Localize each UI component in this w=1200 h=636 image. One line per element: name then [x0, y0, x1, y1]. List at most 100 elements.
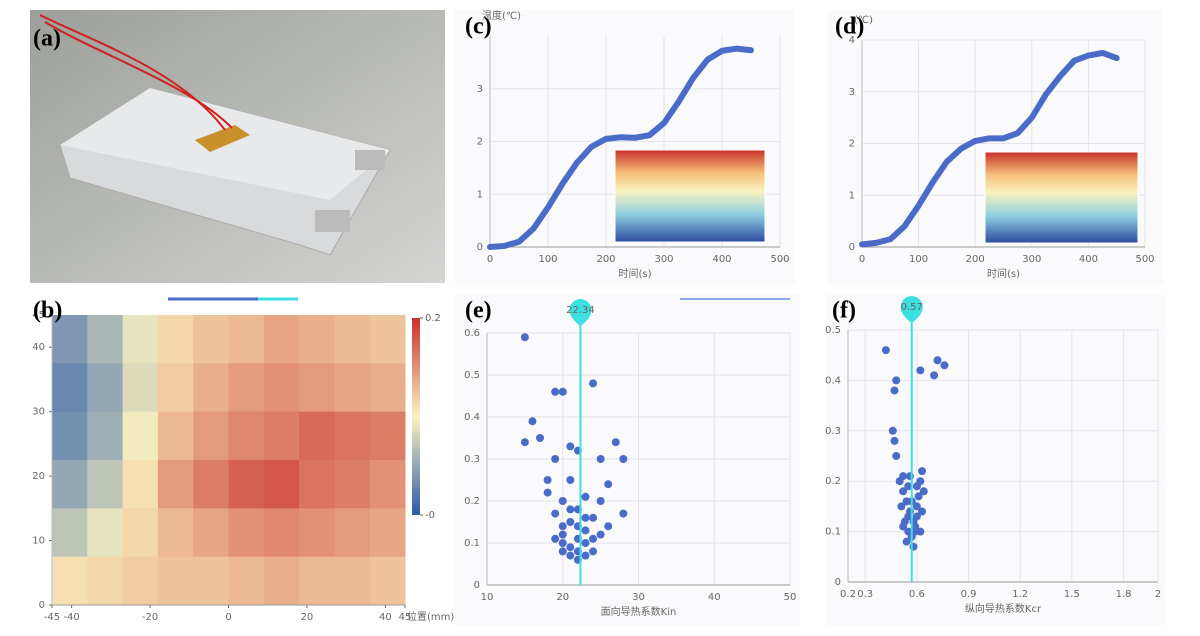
heatmap-cell	[87, 556, 124, 606]
x-tick-label: 30	[632, 592, 645, 603]
data-point	[902, 537, 911, 546]
heatmap-cell	[228, 460, 265, 509]
data-point	[619, 455, 628, 463]
y-tick-label: 0	[39, 600, 45, 611]
x-tick-label: 300	[654, 254, 673, 265]
heatmap-cell	[228, 556, 265, 606]
data-point	[890, 436, 899, 445]
data-point	[912, 502, 921, 511]
heatmap-cell	[369, 556, 406, 606]
x-tick-label: 20	[556, 592, 569, 603]
data-point	[528, 417, 537, 426]
heatmap-cell	[228, 363, 265, 413]
y-tick-label: 1	[477, 189, 483, 200]
heatmap-cell	[299, 508, 335, 558]
y-tick-label: 40	[32, 342, 45, 353]
data-point	[899, 487, 908, 496]
x-tick-label: 400	[712, 254, 731, 265]
heatmap-cell	[52, 460, 88, 509]
inset-heatmap	[984, 151, 1139, 244]
data-point	[596, 530, 605, 539]
y-tick-label: 0	[477, 242, 483, 253]
sensor	[195, 125, 250, 152]
data-point	[589, 534, 598, 543]
panel-label: (d)	[835, 14, 864, 40]
x-tick-label: 200	[966, 254, 985, 265]
heatmap-cell	[52, 315, 88, 364]
heatmap-cell	[228, 315, 265, 364]
data-point	[611, 438, 620, 447]
heatmap-cell	[299, 411, 335, 461]
x-tick-label: 0.9	[961, 589, 977, 600]
panel-label: (e)	[465, 298, 492, 324]
heatmap-cell	[193, 363, 229, 413]
y-tick-label: 0.4	[464, 412, 480, 423]
data-point	[881, 346, 890, 355]
heatmap-cell	[369, 460, 406, 509]
x-tick-label: -20	[142, 612, 158, 623]
heatmap-cell	[193, 460, 229, 509]
data-point	[581, 539, 590, 547]
y-tick-label: 10	[32, 536, 45, 547]
heatmap-cell	[87, 460, 124, 509]
x-tick-label: 500	[1135, 254, 1154, 265]
y-tick-label: 3	[477, 84, 483, 95]
x-tick-label: 1.5	[1064, 589, 1080, 600]
data-point	[912, 482, 921, 491]
y-tick-label: 30	[32, 407, 45, 418]
heatmap-cell	[193, 556, 229, 606]
x-tick-label: 40	[708, 592, 721, 603]
data-line	[487, 45, 754, 250]
data-point	[892, 376, 901, 385]
x-tick-label: 0.3	[857, 589, 873, 600]
heatmap-cell	[369, 411, 406, 461]
y-tick-label: 45	[32, 310, 45, 321]
data-point	[892, 452, 901, 460]
x-tick-label: -40	[63, 612, 79, 623]
y-tick-label: 0.1	[825, 527, 841, 538]
x-tick-label: 100	[538, 254, 557, 265]
x-tick-label: -45	[44, 612, 60, 623]
heatmap-cell	[299, 363, 335, 413]
data-point	[933, 356, 942, 365]
y-tick-label: 2	[849, 139, 855, 150]
heatmap-cell	[122, 460, 159, 509]
heatmap-cell	[193, 315, 229, 364]
data-point	[604, 480, 613, 489]
heatmap-cell	[87, 315, 124, 364]
heatmap-cell	[52, 508, 88, 558]
marker-pin	[569, 299, 592, 326]
data-point	[619, 509, 628, 518]
data-point	[596, 455, 605, 463]
data-point	[918, 507, 927, 516]
heatmap-cell	[263, 315, 300, 364]
panel-label: (f)	[832, 298, 856, 324]
heatmap-cell	[369, 363, 406, 413]
y-tick-label: 0	[474, 580, 480, 591]
heatmap-cell	[334, 411, 371, 461]
y-tick-label: 1	[849, 190, 855, 201]
heatmap-cell	[52, 556, 88, 606]
data-point	[551, 534, 560, 543]
colorbar-label: 0.2	[425, 313, 441, 324]
data-point	[897, 502, 906, 511]
marker-label: 22.34	[566, 305, 595, 316]
y-tick-label: 0	[835, 577, 841, 588]
heatmap-cell	[299, 315, 335, 364]
data-point	[581, 492, 590, 501]
data-point	[916, 366, 925, 375]
tab	[315, 210, 350, 232]
y-axis-label: 温度(℃)	[482, 9, 521, 22]
heatmap-cell	[52, 363, 88, 413]
heatmap-cell	[87, 508, 124, 558]
heatmap-cell	[87, 363, 124, 413]
data-point	[904, 482, 913, 491]
data-point	[604, 522, 613, 531]
data-point	[566, 442, 575, 451]
y-axis-label: (℃)	[854, 15, 873, 26]
heatmap-cell	[334, 460, 371, 509]
data-point	[558, 547, 567, 556]
heatmap-cell	[157, 460, 194, 509]
data-point	[566, 476, 575, 484]
